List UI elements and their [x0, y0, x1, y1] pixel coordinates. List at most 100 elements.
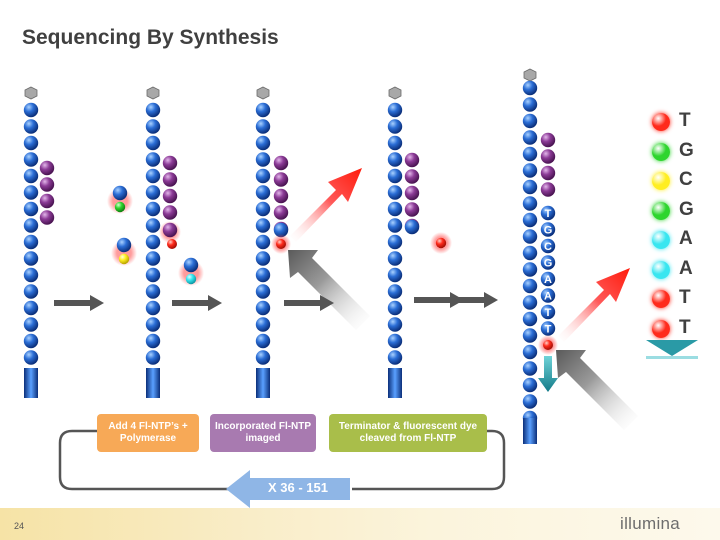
template-bead: [540, 132, 556, 148]
strand-base-bead: [540, 304, 556, 320]
step-add-ntp-label: Add 4 Fl-NTP’s + Polymerase: [108, 421, 188, 444]
backbone-bead: [23, 218, 39, 233]
template-bead: [162, 188, 178, 204]
backbone-bead: [522, 262, 538, 277]
backbone-bead: [522, 361, 538, 376]
backbone-bead: [522, 377, 538, 393]
backbone-bead: [255, 284, 271, 299]
legend-letter: T: [679, 110, 691, 131]
step-arrow-head: [320, 295, 334, 311]
step-arrow: [414, 297, 452, 303]
backbone-bead: [23, 185, 39, 200]
backbone-bead: [23, 152, 39, 167]
template-bead: [39, 177, 55, 192]
strand-base-bead: [540, 222, 556, 237]
backbone-bead: [387, 168, 403, 184]
legend-letter: C: [679, 169, 693, 190]
strand-base-bead: [540, 271, 556, 287]
backbone-bead: [255, 350, 271, 365]
template-bead: [39, 193, 55, 209]
backbone-bead: [145, 251, 161, 266]
backbone-bead: [522, 80, 538, 96]
strand-cap: [256, 86, 270, 100]
backbone-bead: [522, 130, 538, 145]
backbone-bead: [145, 201, 161, 217]
strand-base-letter: G: [544, 225, 553, 237]
template-bead: [273, 155, 289, 171]
backbone-bead: [522, 344, 538, 360]
backbone-bead: [387, 234, 403, 250]
surface-anchor: [146, 368, 160, 398]
step-arrow-head: [484, 292, 498, 308]
backbone-bead: [145, 234, 161, 250]
backbone-bead: [145, 333, 161, 349]
template-bead: [273, 205, 289, 220]
backbone-bead: [255, 267, 271, 283]
legend-dot: [652, 201, 670, 220]
backbone-bead: [387, 135, 403, 151]
cycle-arrow: [226, 470, 350, 508]
cycle-loop: [352, 429, 506, 491]
legend-letter: T: [679, 287, 691, 308]
strand-cap: [388, 86, 402, 100]
backbone-bead: [387, 185, 403, 200]
backbone-bead: [23, 300, 39, 316]
backbone-bead: [387, 284, 403, 299]
backbone-bead: [387, 350, 403, 365]
surface-anchor: [24, 368, 38, 398]
backbone-bead: [522, 113, 538, 129]
backbone-bead: [23, 267, 39, 283]
free-ntp-base: [183, 257, 199, 273]
backbone-bead: [23, 102, 39, 118]
backbone-bead: [145, 284, 161, 299]
template-bead: [404, 202, 420, 217]
template-bead: [39, 210, 55, 225]
template-bead: [273, 172, 289, 187]
strand-cap: [146, 86, 160, 100]
surface-anchor: [523, 418, 537, 444]
step-cleave: Terminator & fluorescent dye cleaved fro…: [329, 414, 487, 452]
emission-arrow: [290, 168, 362, 242]
backbone-bead: [522, 163, 538, 178]
backbone-bead: [23, 201, 39, 217]
backbone-bead: [255, 152, 271, 167]
strand-base-bead: [540, 288, 556, 303]
backbone-bead: [387, 152, 403, 167]
template-bead: [404, 185, 420, 201]
backbone-bead: [255, 102, 271, 118]
backbone-bead: [522, 245, 538, 261]
backbone-bead: [255, 317, 271, 332]
backbone-bead: [255, 135, 271, 151]
surface-anchor: [256, 368, 270, 398]
legend-letter: A: [679, 228, 693, 249]
step-arrow: [284, 300, 322, 306]
backbone-bead: [145, 185, 161, 200]
backbone-bead: [23, 135, 39, 151]
backbone-bead: [23, 168, 39, 184]
strand-base-letter: C: [544, 241, 552, 253]
template-bead: [540, 182, 556, 197]
backbone-bead: [387, 267, 403, 283]
template-bead: [404, 169, 420, 184]
strand-base-letter: A: [544, 291, 552, 303]
cleaved-dye: [435, 237, 447, 249]
backbone-bead: [23, 350, 39, 365]
backbone-bead: [387, 218, 403, 233]
legend-dot: [652, 142, 670, 161]
strand-base-letter: T: [545, 324, 552, 336]
template-bead: [39, 160, 55, 176]
backbone-bead: [387, 251, 403, 266]
template-bead: [162, 155, 178, 171]
legend-letter: G: [679, 198, 694, 220]
backbone-bead: [522, 311, 538, 327]
legend-letter: T: [679, 316, 691, 338]
backbone-bead: [522, 394, 538, 409]
template-bead: [273, 188, 289, 204]
backbone-bead: [522, 328, 538, 343]
backbone-bead: [23, 284, 39, 299]
backbone-bead: [255, 300, 271, 316]
emission-arrow: [558, 268, 630, 342]
legend-arrow-bar: [646, 356, 698, 359]
backbone-bead: [255, 333, 271, 349]
fluor-dye-cyan: [185, 273, 197, 285]
